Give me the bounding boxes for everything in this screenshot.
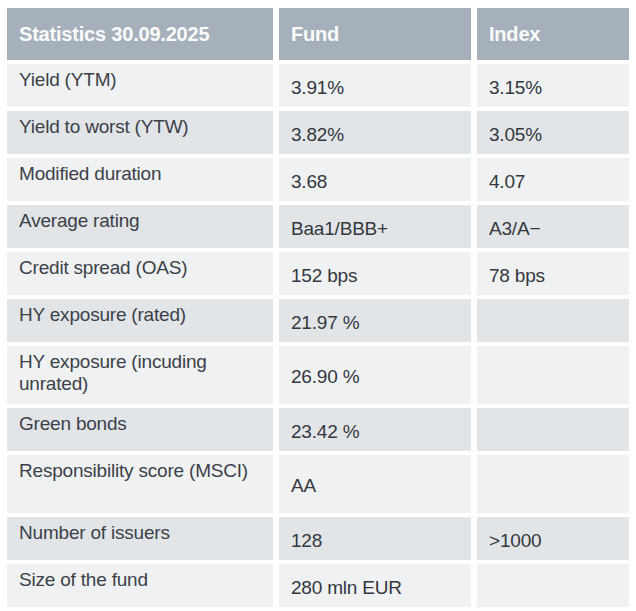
table-row-hy-exposure-unrated: HY exposure (incuding unrated) 26.90 % — [7, 346, 629, 404]
row-label: Modified duration — [7, 158, 273, 201]
fund-value: 128 — [279, 517, 471, 560]
row-label: HY exposure (rated) — [7, 299, 273, 342]
table-row-yield-ytw: Yield to worst (YTW) 3.82% 3.05% — [7, 111, 629, 154]
index-value: 4.07 — [477, 158, 629, 201]
fund-value: 21.97 % — [279, 299, 471, 342]
fund-value: 26.90 % — [279, 346, 471, 404]
index-value: 78 bps — [477, 252, 629, 295]
fund-value: Baa1/BBB+ — [279, 205, 471, 248]
header-cell-statistics: Statistics 30.09.2025 — [7, 8, 273, 60]
index-value — [477, 346, 629, 404]
table-header-row: Statistics 30.09.2025 Fund Index — [7, 8, 629, 60]
row-label: Number of issuers — [7, 517, 273, 560]
index-value — [477, 299, 629, 342]
table-row-number-of-issuers: Number of issuers 128 >1000 — [7, 517, 629, 560]
fund-statistics-table: Statistics 30.09.2025 Fund Index Yield (… — [0, 0, 636, 607]
table-row-average-rating: Average rating Baa1/BBB+ A3/A− — [7, 205, 629, 248]
table-row-credit-spread: Credit spread (OAS) 152 bps 78 bps — [7, 252, 629, 295]
table-row-responsibility-score: Responsibility score (MSCI) AA — [7, 455, 629, 513]
fund-value: 23.42 % — [279, 408, 471, 451]
fund-column-header: Fund — [291, 23, 339, 46]
row-label: Yield to worst (YTW) — [7, 111, 273, 154]
row-label: Average rating — [7, 205, 273, 248]
fund-value: 152 bps — [279, 252, 471, 295]
table-title: Statistics 30.09.2025 — [19, 23, 209, 46]
index-column-header: Index — [489, 23, 540, 46]
fund-value: AA — [279, 455, 471, 513]
row-label: Size of the fund — [7, 564, 273, 607]
table-row-modified-duration: Modified duration 3.68 4.07 — [7, 158, 629, 201]
index-value — [477, 455, 629, 513]
row-label: HY exposure (incuding unrated) — [7, 346, 273, 404]
table-row-size-of-fund: Size of the fund 280 mln EUR — [7, 564, 629, 607]
row-label: Green bonds — [7, 408, 273, 451]
fund-value: 3.68 — [279, 158, 471, 201]
table-row-hy-exposure-rated: HY exposure (rated) 21.97 % — [7, 299, 629, 342]
index-value — [477, 408, 629, 451]
row-label: Yield (YTM) — [7, 64, 273, 107]
table-row-yield-ytm: Yield (YTM) 3.91% 3.15% — [7, 64, 629, 107]
header-cell-fund: Fund — [279, 8, 471, 60]
fund-value: 3.91% — [279, 64, 471, 107]
index-value — [477, 564, 629, 607]
index-value: >1000 — [477, 517, 629, 560]
index-value: A3/A− — [477, 205, 629, 248]
row-label: Credit spread (OAS) — [7, 252, 273, 295]
table-row-green-bonds: Green bonds 23.42 % — [7, 408, 629, 451]
header-cell-index: Index — [477, 8, 629, 60]
fund-value: 3.82% — [279, 111, 471, 154]
row-label: Responsibility score (MSCI) — [7, 455, 273, 513]
index-value: 3.05% — [477, 111, 629, 154]
index-value: 3.15% — [477, 64, 629, 107]
fund-value: 280 mln EUR — [279, 564, 471, 607]
